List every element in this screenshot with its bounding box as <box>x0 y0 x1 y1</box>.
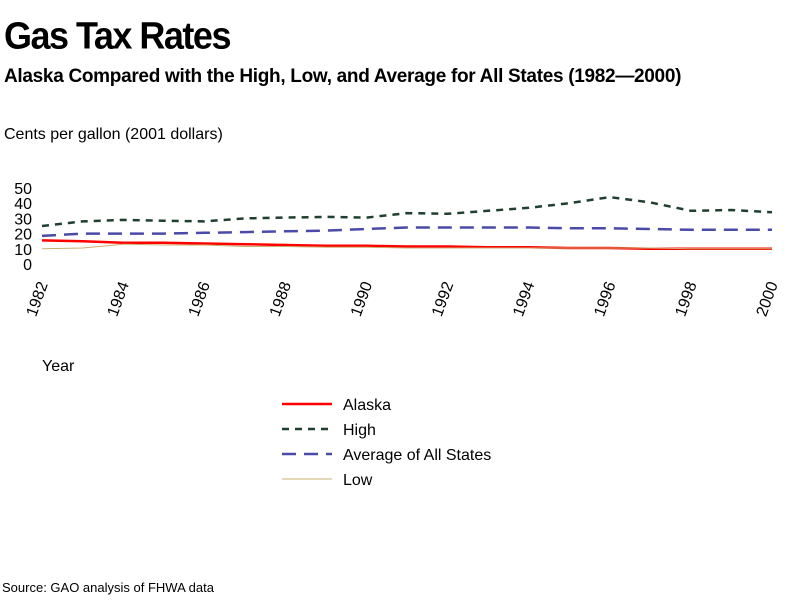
legend-label: Average of All States <box>343 447 491 464</box>
series-line-low <box>41 243 772 250</box>
source-note: Source: GAO analysis of FHWA data <box>2 580 214 595</box>
x-tick-label: 1992 <box>429 279 457 318</box>
series-lines <box>41 195 773 251</box>
y-tick-label: 30 <box>14 211 32 228</box>
x-tick-label: 1994 <box>510 279 538 318</box>
x-tick-label: 1998 <box>672 279 700 318</box>
series-line-average-of-all-states <box>41 226 772 238</box>
series-line-alaska <box>41 239 772 251</box>
legend-label: Low <box>343 472 373 489</box>
y-tick-label: 0 <box>23 257 32 274</box>
y-axis-label: Cents per gallon (2001 dollars) <box>4 126 223 143</box>
legend-label: Alaska <box>343 397 391 414</box>
x-tick-label: 2000 <box>754 279 782 318</box>
x-tick-label: 1984 <box>105 279 133 318</box>
x-axis-ticks: 1982 1984 1986 1988 1990 1992 1994 1996 1998 2000 <box>24 279 782 318</box>
y-tick-label: 20 <box>14 227 32 244</box>
x-tick-label: 1986 <box>186 279 214 318</box>
chart-subtitle: Alaska Compared with the High, Low, and … <box>4 66 682 87</box>
y-tick-label: 40 <box>14 196 32 213</box>
x-tick-label: 1996 <box>591 279 619 318</box>
series-line-high <box>41 195 773 228</box>
y-tick-label: 10 <box>14 242 32 259</box>
x-tick-label: 1982 <box>24 279 52 318</box>
x-axis-label: Year <box>42 358 75 375</box>
legend: Alaska High Average of All States Low <box>282 397 491 489</box>
y-tick-label: 50 <box>14 181 32 198</box>
x-tick-label: 1988 <box>267 279 295 318</box>
legend-label: High <box>343 422 376 439</box>
page-title: Gas Tax Rates <box>4 14 231 58</box>
x-tick-label: 1990 <box>348 279 376 318</box>
